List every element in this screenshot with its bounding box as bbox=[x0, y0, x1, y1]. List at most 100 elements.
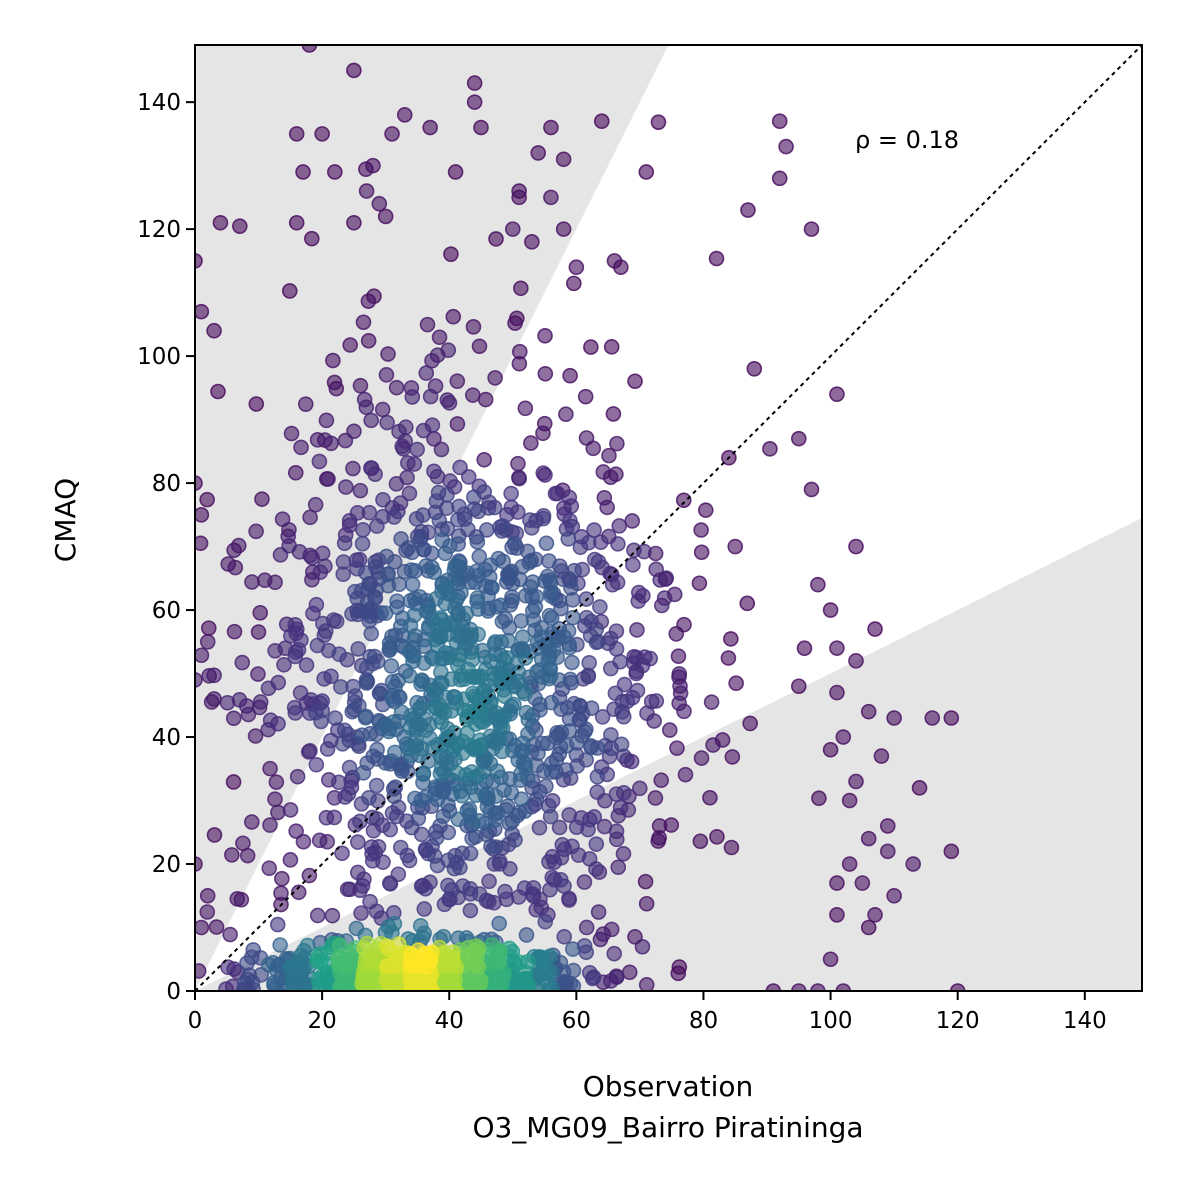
scatter-point bbox=[603, 740, 620, 757]
scatter-point bbox=[334, 736, 351, 752]
scatter-point bbox=[308, 596, 325, 613]
scatter-point bbox=[378, 548, 395, 565]
scatter-point bbox=[433, 664, 449, 681]
scatter-point bbox=[541, 798, 557, 814]
scatter-point bbox=[524, 234, 540, 250]
scatter-point bbox=[411, 973, 428, 990]
scatter-point bbox=[949, 983, 966, 991]
scatter-point bbox=[559, 699, 576, 716]
scatter-point bbox=[504, 221, 521, 237]
scatter-point bbox=[692, 833, 709, 850]
scatter-point bbox=[568, 819, 585, 835]
scatter-point bbox=[650, 114, 667, 130]
scatter-point bbox=[605, 406, 622, 422]
scatter-point bbox=[452, 671, 469, 688]
scatter-point bbox=[608, 823, 625, 840]
scatter-point bbox=[243, 949, 260, 965]
scatter-point bbox=[879, 843, 896, 860]
scatter-point bbox=[195, 672, 203, 688]
scatter-point bbox=[691, 575, 708, 592]
scatter-point bbox=[516, 880, 533, 896]
scatter-point bbox=[867, 621, 883, 637]
scatter-point bbox=[702, 789, 718, 806]
y-tick-label: 140 bbox=[137, 90, 181, 116]
scatter-point bbox=[537, 467, 553, 483]
scatter-point bbox=[422, 119, 438, 136]
scatter-point bbox=[669, 740, 685, 756]
scatter-point bbox=[522, 512, 538, 528]
scatter-point bbox=[219, 694, 236, 711]
scatter-point bbox=[292, 947, 309, 964]
scatter-point bbox=[442, 586, 458, 603]
scatter-point bbox=[536, 415, 553, 432]
scatter-point bbox=[497, 883, 513, 900]
scatter-point bbox=[693, 544, 710, 561]
scatter-point bbox=[350, 641, 367, 657]
scatter-point bbox=[220, 556, 237, 572]
scatter-point bbox=[543, 610, 560, 626]
scatter-point bbox=[746, 360, 763, 377]
scatter-point bbox=[612, 653, 628, 670]
scatter-point bbox=[384, 628, 400, 645]
scatter-point bbox=[468, 787, 484, 804]
scatter-point bbox=[195, 919, 210, 936]
scatter-point bbox=[346, 62, 362, 79]
scatter-point bbox=[603, 921, 620, 938]
scatter-point bbox=[408, 511, 425, 527]
y-tick-label: 80 bbox=[152, 471, 181, 497]
scatter-point bbox=[561, 807, 577, 823]
scatter-point bbox=[363, 625, 380, 642]
scatter-point bbox=[261, 860, 278, 877]
scatter-point bbox=[407, 563, 424, 579]
scatter-point bbox=[513, 791, 530, 808]
scatter-point bbox=[282, 852, 299, 868]
scatter-point bbox=[543, 588, 559, 604]
scatter-point bbox=[720, 650, 737, 666]
scatter-point bbox=[413, 672, 430, 688]
scatter-point bbox=[392, 839, 409, 856]
scatter-point bbox=[511, 189, 527, 206]
scatter-point bbox=[410, 942, 427, 958]
scatter-point bbox=[248, 523, 264, 540]
scatter-point bbox=[346, 214, 362, 231]
scatter-point bbox=[790, 430, 807, 447]
scatter-point bbox=[354, 535, 371, 552]
scatter-point bbox=[554, 837, 571, 853]
scatter-point bbox=[287, 464, 304, 481]
scatter-point bbox=[195, 253, 203, 269]
scatter-point bbox=[402, 617, 419, 634]
scatter-point bbox=[334, 845, 350, 862]
scatter-point bbox=[384, 126, 400, 142]
x-tick-label: 40 bbox=[435, 1008, 464, 1034]
scatter-point bbox=[626, 542, 642, 559]
scatter-point bbox=[226, 623, 243, 640]
scatter-point bbox=[330, 774, 347, 791]
scatter-point bbox=[568, 259, 585, 276]
scatter-point bbox=[518, 704, 535, 721]
scatter-point bbox=[225, 774, 242, 790]
scatter-point bbox=[829, 386, 845, 402]
scatter-point bbox=[513, 280, 529, 297]
scatter-point bbox=[369, 518, 385, 534]
scatter-point bbox=[402, 953, 419, 970]
scatter-point bbox=[358, 660, 375, 676]
scatter-point bbox=[810, 983, 826, 991]
scatter-point bbox=[295, 164, 311, 180]
scatter-point bbox=[381, 641, 398, 658]
scatter-point bbox=[269, 916, 286, 933]
scatter-point bbox=[564, 654, 580, 671]
scatter-point bbox=[677, 766, 694, 783]
scatter-point bbox=[493, 597, 509, 614]
scatter-point bbox=[358, 675, 375, 691]
scatter-point bbox=[416, 901, 433, 917]
scatter-point bbox=[363, 412, 379, 429]
scatter-point bbox=[333, 679, 349, 695]
scatter-point bbox=[739, 595, 756, 612]
scatter-point bbox=[835, 729, 852, 745]
scatter-point bbox=[234, 654, 251, 671]
scatter-point bbox=[585, 969, 602, 985]
scatter-point bbox=[473, 713, 489, 730]
scatter-point bbox=[535, 507, 552, 524]
scatter-point bbox=[553, 563, 570, 579]
scatter-point bbox=[650, 833, 667, 849]
